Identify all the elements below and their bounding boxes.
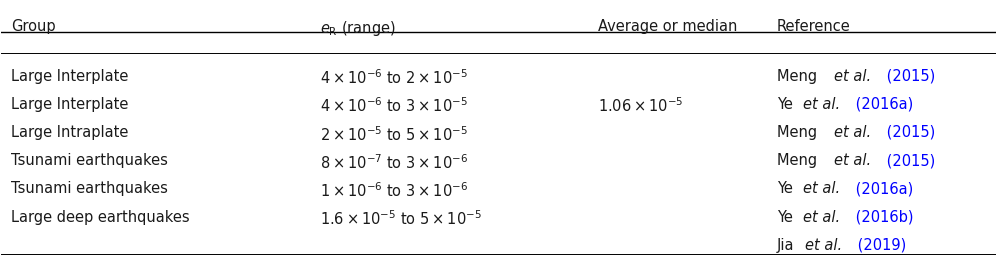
Text: $1.6 \times 10^{-5}$ to $5 \times 10^{-5}$: $1.6 \times 10^{-5}$ to $5 \times 10^{-5… <box>320 210 482 228</box>
Text: et al.: et al. <box>804 181 840 196</box>
Text: Meng: Meng <box>777 69 822 84</box>
Text: $4 \times 10^{-6}$ to $3 \times 10^{-5}$: $4 \times 10^{-6}$ to $3 \times 10^{-5}$ <box>320 97 468 115</box>
Text: $8 \times 10^{-7}$ to $3 \times 10^{-6}$: $8 \times 10^{-7}$ to $3 \times 10^{-6}$ <box>320 153 468 172</box>
Text: Tsunami earthquakes: Tsunami earthquakes <box>11 181 168 196</box>
Text: $2 \times 10^{-5}$ to $5 \times 10^{-5}$: $2 \times 10^{-5}$ to $5 \times 10^{-5}$ <box>320 125 468 144</box>
Text: $1.06 \times 10^{-5}$: $1.06 \times 10^{-5}$ <box>598 97 683 115</box>
Text: (2015): (2015) <box>882 153 935 168</box>
Text: et al.: et al. <box>834 153 871 168</box>
Text: Large Intraplate: Large Intraplate <box>11 125 129 140</box>
Text: et al.: et al. <box>804 210 840 224</box>
Text: Reference: Reference <box>777 20 850 34</box>
Text: Ye: Ye <box>777 97 798 112</box>
Text: Tsunami earthquakes: Tsunami earthquakes <box>11 153 168 168</box>
Text: (2016b): (2016b) <box>851 210 913 224</box>
Text: $1 \times 10^{-6}$ to $3 \times 10^{-6}$: $1 \times 10^{-6}$ to $3 \times 10^{-6}$ <box>320 181 468 200</box>
Text: Large deep earthquakes: Large deep earthquakes <box>11 210 190 224</box>
Text: et al.: et al. <box>834 125 871 140</box>
Text: Large Interplate: Large Interplate <box>11 69 129 84</box>
Text: Average or median: Average or median <box>598 20 738 34</box>
Text: Group: Group <box>11 20 56 34</box>
Text: Meng: Meng <box>777 125 822 140</box>
Text: et al.: et al. <box>834 69 871 84</box>
Text: (2015): (2015) <box>882 69 935 84</box>
Text: Jia: Jia <box>777 238 799 253</box>
Text: (2019): (2019) <box>853 238 906 253</box>
Text: Meng: Meng <box>777 153 822 168</box>
Text: (2015): (2015) <box>882 125 935 140</box>
Text: et al.: et al. <box>806 238 842 253</box>
Text: Ye: Ye <box>777 181 798 196</box>
Text: $e_\mathrm{R}$ (range): $e_\mathrm{R}$ (range) <box>320 20 396 38</box>
Text: (2016a): (2016a) <box>851 181 913 196</box>
Text: Ye: Ye <box>777 210 798 224</box>
Text: Large Interplate: Large Interplate <box>11 97 129 112</box>
Text: $4 \times 10^{-6}$ to $2 \times 10^{-5}$: $4 \times 10^{-6}$ to $2 \times 10^{-5}$ <box>320 69 468 87</box>
Text: et al.: et al. <box>804 97 840 112</box>
Text: (2016a): (2016a) <box>851 97 913 112</box>
